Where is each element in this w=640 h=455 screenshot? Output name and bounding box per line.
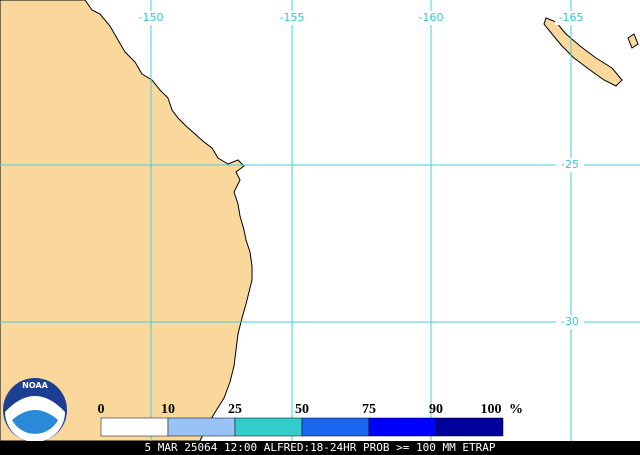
land: [0, 0, 253, 442]
label-bg: [556, 315, 584, 329]
legend-swatch: [167, 417, 236, 437]
legend-label: 50: [295, 402, 309, 417]
legend-swatch: [368, 417, 437, 437]
legend-swatch: [301, 417, 370, 437]
lon-label: -160: [419, 11, 444, 24]
logo-wave: [12, 410, 58, 434]
lon-label: -150: [139, 11, 164, 24]
label-bg: [556, 158, 584, 172]
legend: 0 10 25 50 75 90 100%: [98, 402, 523, 437]
lat-label: -30: [561, 315, 579, 328]
label-bg: [276, 11, 308, 25]
logo: NOAA: [3, 378, 67, 442]
legend-unit: %: [509, 402, 523, 417]
island: [627, 33, 639, 49]
footer-bar: [0, 441, 640, 455]
legend-label: 0: [98, 402, 105, 417]
label-bg: [415, 11, 447, 25]
legend-swatch: [234, 417, 303, 437]
graticule: -150 -155 -160 -165 -25 -30: [0, 0, 640, 441]
footer-text: 5 MAR 25064 12:00 ALFRED:18-24HR PROB >=…: [145, 441, 496, 454]
legend-label: 10: [161, 402, 175, 417]
lat-label: -25: [561, 158, 579, 171]
legend-label: 90: [429, 402, 443, 417]
legend-label: 100: [481, 402, 502, 417]
lon-label: -165: [559, 11, 584, 24]
label-bg: [555, 11, 587, 25]
legend-swatch: [435, 417, 504, 437]
logo-text: NOAA: [22, 381, 48, 390]
legend-swatch: [100, 417, 169, 437]
legend-label: 75: [362, 402, 376, 417]
label-bg: [135, 11, 167, 25]
lon-label: -155: [280, 11, 305, 24]
legend-label: 25: [228, 402, 242, 417]
